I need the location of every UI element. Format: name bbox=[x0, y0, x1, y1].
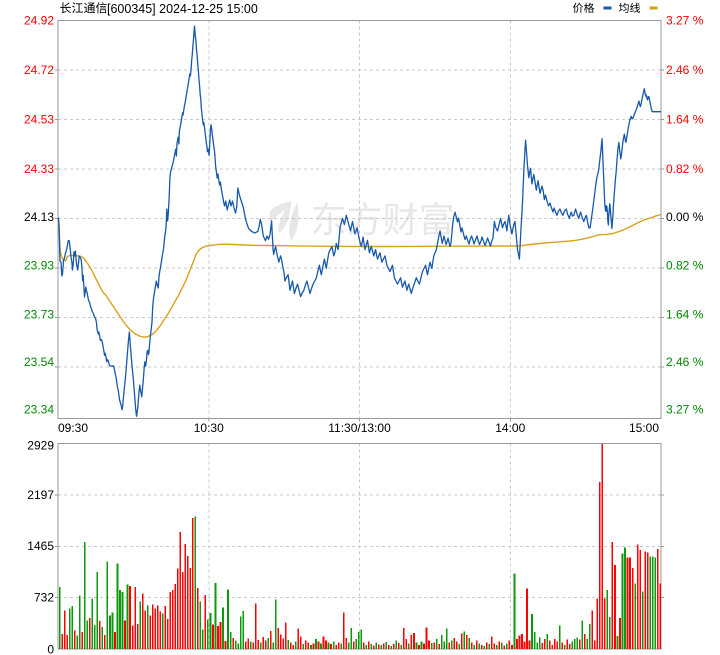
svg-text:0.00 %: 0.00 % bbox=[666, 210, 704, 224]
svg-text:24.72: 24.72 bbox=[24, 63, 54, 77]
svg-text:732: 732 bbox=[34, 591, 54, 605]
svg-text:0.82 %: 0.82 % bbox=[666, 259, 704, 273]
svg-text:3.27 %: 3.27 % bbox=[666, 14, 704, 28]
svg-text:2.46 %: 2.46 % bbox=[666, 63, 704, 77]
svg-text:11:30/13:00: 11:30/13:00 bbox=[328, 421, 391, 435]
svg-text:23.73: 23.73 bbox=[24, 308, 54, 322]
svg-text:23.34: 23.34 bbox=[24, 403, 54, 417]
svg-text:2.46 %: 2.46 % bbox=[666, 355, 704, 369]
svg-text:24.33: 24.33 bbox=[24, 162, 54, 176]
svg-text:1465: 1465 bbox=[27, 539, 54, 553]
svg-text:2197: 2197 bbox=[27, 488, 54, 502]
svg-text:23.93: 23.93 bbox=[24, 259, 54, 273]
svg-text:2929: 2929 bbox=[27, 439, 54, 453]
svg-text:10:30: 10:30 bbox=[194, 421, 224, 435]
svg-text:24.13: 24.13 bbox=[24, 210, 54, 224]
svg-text:0: 0 bbox=[47, 643, 54, 655]
svg-text:1.64 %: 1.64 % bbox=[666, 113, 704, 127]
svg-text:14:00: 14:00 bbox=[495, 421, 525, 435]
svg-text:23.54: 23.54 bbox=[24, 355, 54, 369]
svg-text:24.92: 24.92 bbox=[24, 14, 54, 28]
svg-text:0.82 %: 0.82 % bbox=[666, 162, 704, 176]
svg-text:24.53: 24.53 bbox=[24, 113, 54, 127]
svg-text:1.64 %: 1.64 % bbox=[666, 308, 704, 322]
svg-text:[600345] 2024-12-25 15:00: [600345] 2024-12-25 15:00 bbox=[107, 2, 258, 16]
svg-text:3.27 %: 3.27 % bbox=[666, 403, 704, 417]
svg-text:15:00: 15:00 bbox=[629, 421, 659, 435]
svg-text:09:30: 09:30 bbox=[58, 421, 88, 435]
